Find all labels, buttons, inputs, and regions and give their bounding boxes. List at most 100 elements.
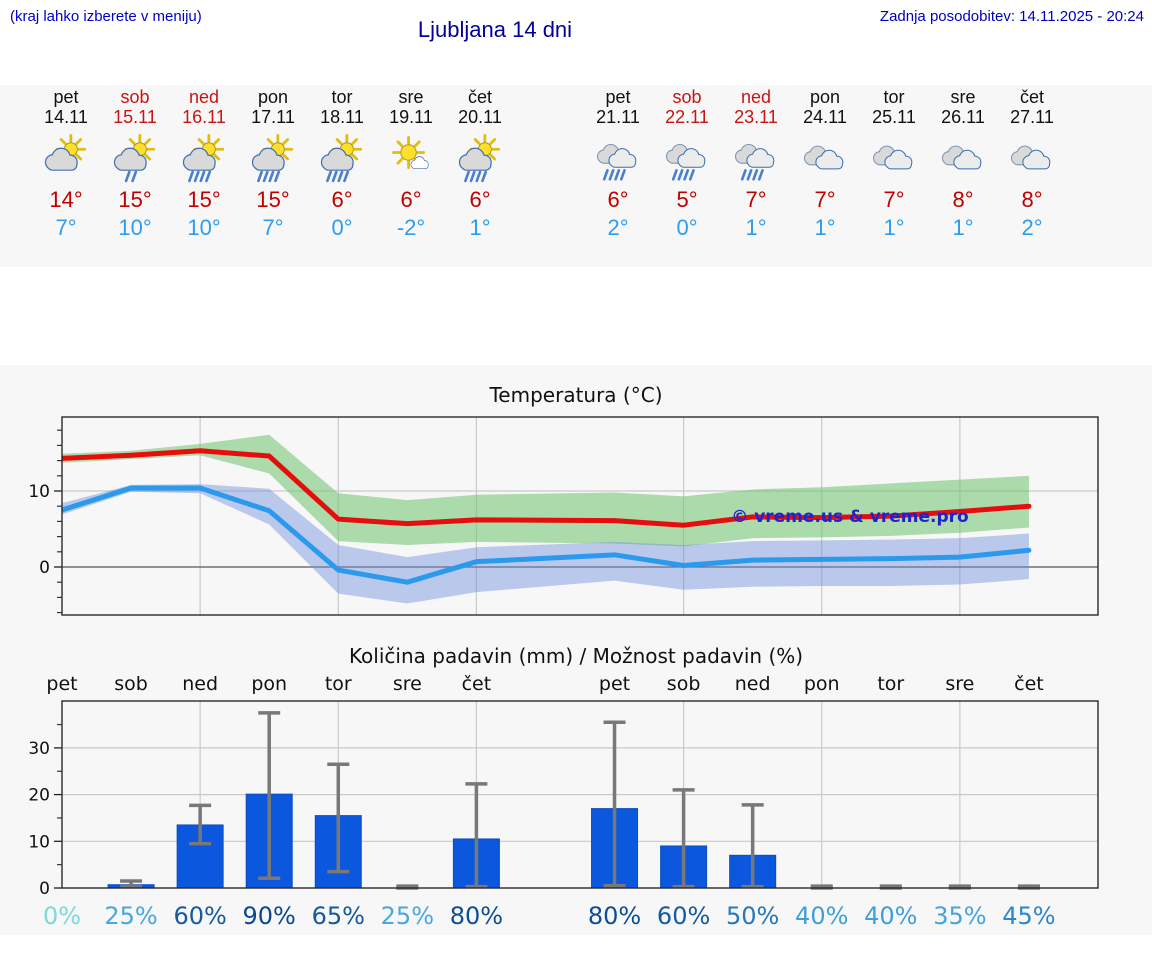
day-name: čet (467, 87, 492, 107)
day-low-temp: 10° (187, 215, 221, 240)
day-high-temp: 15° (256, 187, 290, 212)
precipitation-chart: pet sob ned pon tor sre čet pet sob ned pon tor sre č… (28, 673, 1099, 930)
max-temperature-line (62, 448, 1032, 528)
day-label: čet (462, 673, 492, 695)
day-date: 22.11 (665, 107, 709, 127)
sun-cloud-rain-light-icon (113, 134, 156, 183)
y-tick-label: 0 (39, 558, 50, 578)
clouds-rain-icon (665, 144, 706, 181)
day-low-temp: 1° (952, 215, 974, 240)
sun-cloud-icon (44, 134, 87, 171)
day-label: pon (251, 673, 287, 695)
plot-border (61, 416, 1099, 616)
day-high-temp: 15° (187, 187, 221, 212)
day-name: pon (809, 87, 841, 107)
day-date: 18.11 (320, 107, 364, 127)
clouds-icon (872, 145, 913, 170)
day-high-temp: 15° (118, 187, 152, 212)
plot-border (61, 700, 1099, 889)
precip-probability: 65% (312, 902, 365, 930)
precip-probability: 25% (104, 902, 157, 930)
clouds-icon (803, 145, 844, 170)
day-high-temp: 7° (883, 187, 905, 212)
day-date: 16.11 (182, 107, 226, 127)
day-date: 20.11 (458, 107, 502, 127)
precip-probability: 80% (450, 902, 503, 930)
day-label: ned (735, 673, 771, 695)
y-tick-label: 10 (28, 482, 50, 502)
day-low-temp: 0° (331, 215, 353, 240)
day-date: 21.11 (596, 107, 640, 127)
temperature-chart-title: Temperatura (°C) (489, 383, 663, 407)
day-date: 26.11 (941, 107, 985, 127)
day-column: pon 17.11 15° 7° (233, 85, 313, 241)
day-high-temp: 6° (331, 187, 353, 212)
day-date: 24.11 (803, 107, 847, 127)
day-column: pon 24.11 7° 1° (785, 85, 865, 241)
day-name: sob (672, 87, 702, 107)
day-high-temp: 14° (49, 187, 83, 212)
day-column: čet 20.11 6° 1° (440, 85, 520, 241)
precip-probability: 80% (588, 902, 641, 930)
clouds-rain-icon (734, 144, 775, 181)
day-name: ned (740, 87, 772, 107)
sun-cloud-rain-icon (458, 134, 501, 183)
sun-cloud-rain-icon (320, 134, 363, 183)
day-high-temp: 7° (814, 187, 836, 212)
precip-probability: 0% (43, 902, 81, 930)
day-low-temp: 2° (1021, 215, 1043, 240)
day-label: sre (393, 673, 422, 695)
day-high-temp: 6° (607, 187, 629, 212)
menu-hint-link[interactable]: (kraj lahko izberete v meniju) (10, 8, 202, 25)
clouds-icon (941, 145, 982, 170)
day-high-temp: 7° (745, 187, 767, 212)
day-column: tor 18.11 6° 0° (302, 85, 382, 241)
temperature-chart: 0 10 © vreme.us & vreme.pro (28, 416, 1099, 616)
day-column: pet 21.11 6° 2° (578, 85, 658, 241)
precip-probability: 25% (381, 902, 434, 930)
precip-probability: 45% (1002, 902, 1055, 930)
day-name: pet (53, 87, 79, 107)
day-high-temp: 6° (400, 187, 422, 212)
precip-probability: 90% (243, 902, 296, 930)
day-low-temp: 1° (814, 215, 836, 240)
y-tick-label: 0 (39, 879, 50, 899)
day-low-temp: 2° (607, 215, 629, 240)
y-tick-label: 20 (28, 786, 50, 806)
day-low-temp: 10° (118, 215, 152, 240)
day-label: pet (46, 673, 77, 695)
day-name: tor (331, 87, 353, 107)
day-high-temp: 6° (469, 187, 491, 212)
day-date: 27.11 (1010, 107, 1054, 127)
day-date: 14.11 (44, 107, 88, 127)
min-temperature-range-band (62, 484, 1029, 604)
day-name: ned (188, 87, 220, 107)
day-label: ned (182, 673, 218, 695)
clouds-icon (1010, 145, 1051, 170)
day-date: 19.11 (389, 107, 433, 127)
day-column: ned 23.11 7° 1° (716, 85, 796, 241)
day-column: tor 25.11 7° 1° (854, 85, 934, 241)
day-column: sre 26.11 8° 1° (923, 85, 1003, 241)
day-name: sre (398, 87, 424, 107)
precip-probability: 60% (657, 902, 710, 930)
watermark: © vreme.us & vreme.pro (731, 507, 968, 527)
day-low-temp: 1° (469, 215, 491, 240)
last-update: Zadnja posodobitev: 14.11.2025 - 20:24 (879, 8, 1144, 25)
sun-cloud-rain-icon (251, 134, 294, 183)
day-label: sob (667, 673, 701, 695)
day-low-temp: 1° (883, 215, 905, 240)
day-label: tor (325, 673, 352, 695)
day-name: tor (883, 87, 905, 107)
day-date: 23.11 (734, 107, 778, 127)
precipitation-chart-title: Količina padavin (mm) / Možnost padavin … (348, 644, 804, 668)
day-name: čet (1019, 87, 1044, 107)
sun-small-cloud-icon (392, 136, 429, 170)
day-low-temp: 1° (745, 215, 767, 240)
day-date: 15.11 (113, 107, 157, 127)
day-name: pon (257, 87, 289, 107)
clouds-rain-icon (596, 144, 637, 181)
day-label: pon (804, 673, 840, 695)
day-column: čet 27.11 8° 2° (992, 85, 1072, 241)
day-label: čet (1014, 673, 1044, 695)
